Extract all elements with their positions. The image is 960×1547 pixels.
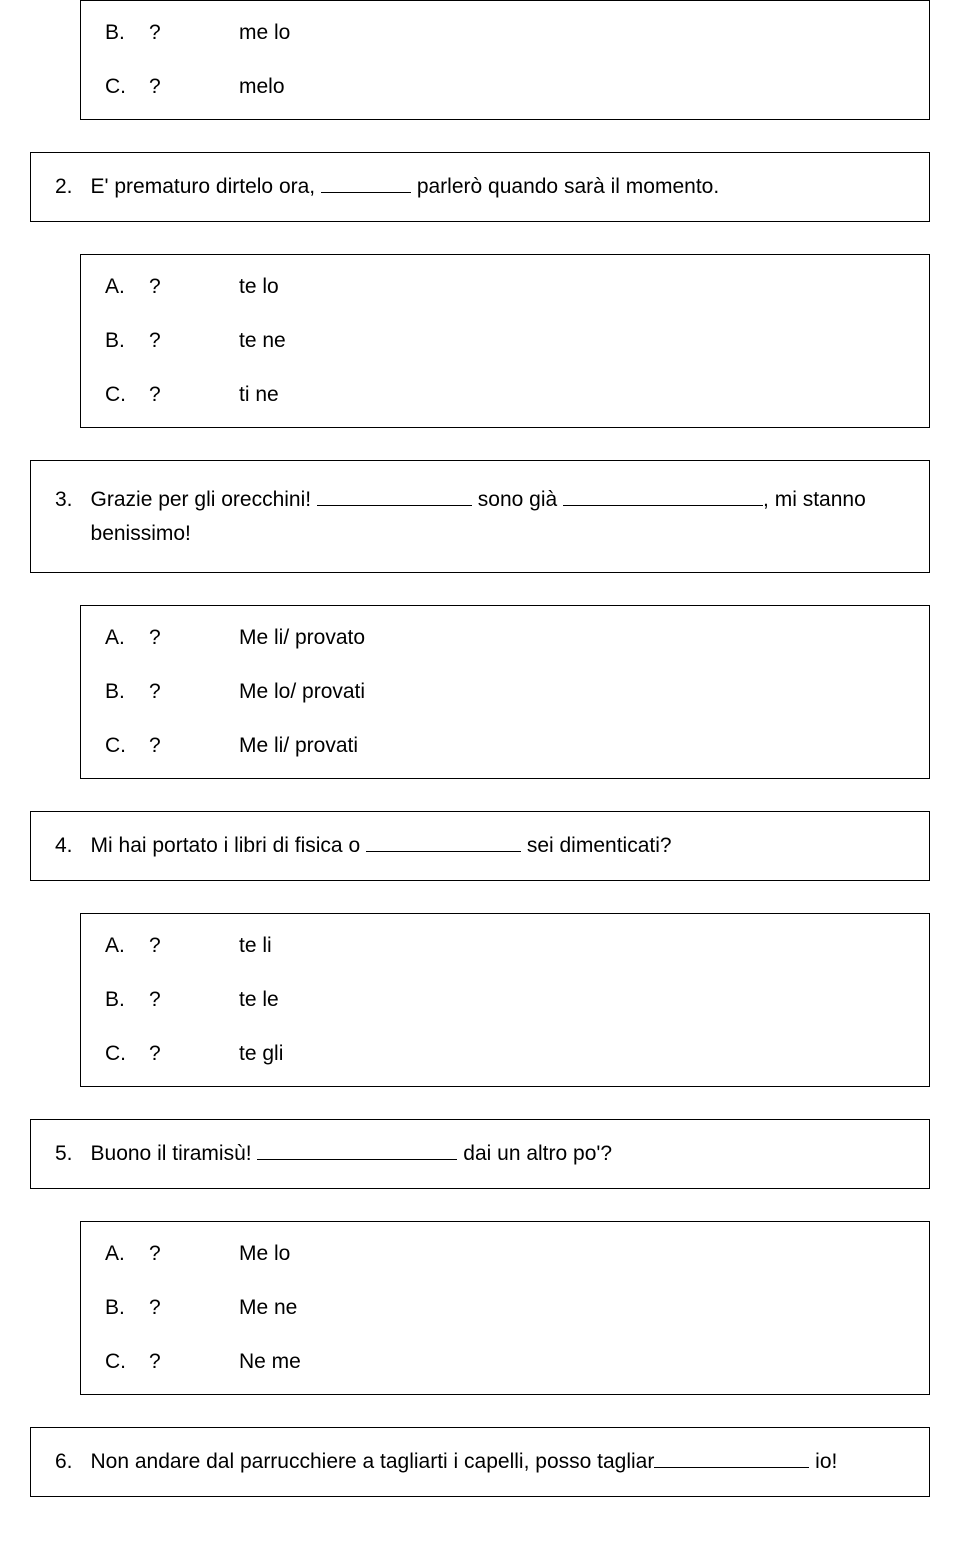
option-letter: A. bbox=[105, 934, 149, 958]
question-number: 6. bbox=[55, 1450, 73, 1474]
option-text: te le bbox=[239, 988, 279, 1012]
question-mid: sono già bbox=[478, 488, 557, 511]
question-pre: E' prematuro dirtelo ora, bbox=[91, 175, 316, 198]
blank-line bbox=[321, 192, 411, 193]
options-box-2: A. ? te lo B. ? te ne C. ? ti ne bbox=[80, 254, 930, 428]
option-mark: ? bbox=[149, 934, 239, 958]
option-text: Me lo bbox=[239, 1242, 290, 1266]
options-box-3: A. ? Me li/ provato B. ? Me lo/ provati … bbox=[80, 605, 930, 779]
option-letter: C. bbox=[105, 1350, 149, 1374]
option-text: Me li/ provato bbox=[239, 626, 365, 650]
question-number: 4. bbox=[55, 834, 73, 858]
question-box-2: 2. E' prematuro dirtelo ora, parlerò qua… bbox=[30, 152, 930, 222]
question-post2: benissimo! bbox=[91, 522, 191, 545]
option-mark: ? bbox=[149, 626, 239, 650]
question-number: 5. bbox=[55, 1142, 73, 1166]
option-text: me lo bbox=[239, 21, 290, 45]
question-text: Non andare dal parrucchiere a tagliarti … bbox=[91, 1450, 838, 1474]
question-pre: Non andare dal parrucchiere a tagliarti … bbox=[91, 1450, 655, 1473]
question-box-5: 5. Buono il tiramisù! dai un altro po'? bbox=[30, 1119, 930, 1189]
option-letter: C. bbox=[105, 734, 149, 758]
options-box-4: A. ? te li B. ? te le C. ? te gli bbox=[80, 913, 930, 1087]
option-row: C. ? ti ne bbox=[105, 383, 905, 407]
blank-line bbox=[366, 851, 521, 852]
question-post: sei dimenticati? bbox=[527, 834, 672, 857]
question-pre: Grazie per gli orecchini! bbox=[91, 488, 312, 511]
option-mark: ? bbox=[149, 1242, 239, 1266]
option-row: B. ? me lo bbox=[105, 21, 905, 45]
option-letter: C. bbox=[105, 383, 149, 407]
option-row: A. ? Me li/ provato bbox=[105, 626, 905, 650]
question-post: io! bbox=[815, 1450, 837, 1473]
option-text: Me lo/ provati bbox=[239, 680, 365, 704]
option-row: A. ? Me lo bbox=[105, 1242, 905, 1266]
blank-line bbox=[257, 1159, 457, 1160]
option-text: te ne bbox=[239, 329, 286, 353]
question-text: Buono il tiramisù! dai un altro po'? bbox=[91, 1142, 613, 1166]
option-mark: ? bbox=[149, 275, 239, 299]
blank-line bbox=[317, 505, 472, 506]
option-row: C. ? melo bbox=[105, 75, 905, 99]
option-row: B. ? te le bbox=[105, 988, 905, 1012]
option-mark: ? bbox=[149, 329, 239, 353]
option-mark: ? bbox=[149, 680, 239, 704]
option-letter: A. bbox=[105, 1242, 149, 1266]
question-pre: Mi hai portato i libri di fisica o bbox=[91, 834, 361, 857]
question-box-3: 3. Grazie per gli orecchini! sono già , … bbox=[30, 460, 930, 573]
option-row: C. ? Ne me bbox=[105, 1350, 905, 1374]
option-mark: ? bbox=[149, 75, 239, 99]
option-mark: ? bbox=[149, 734, 239, 758]
option-mark: ? bbox=[149, 383, 239, 407]
option-letter: A. bbox=[105, 275, 149, 299]
option-row: C. ? te gli bbox=[105, 1042, 905, 1066]
question-post: parlerò quando sarà il momento. bbox=[417, 175, 719, 198]
option-letter: B. bbox=[105, 988, 149, 1012]
option-mark: ? bbox=[149, 1042, 239, 1066]
option-text: te li bbox=[239, 934, 272, 958]
option-letter: B. bbox=[105, 680, 149, 704]
option-text: ti ne bbox=[239, 383, 279, 407]
question-number: 2. bbox=[55, 175, 73, 199]
option-row: B. ? Me lo/ provati bbox=[105, 680, 905, 704]
option-text: Me ne bbox=[239, 1296, 297, 1320]
option-text: Me li/ provati bbox=[239, 734, 358, 758]
option-row: A. ? te lo bbox=[105, 275, 905, 299]
option-text: te gli bbox=[239, 1042, 283, 1066]
option-text: te lo bbox=[239, 275, 279, 299]
question-text: Mi hai portato i libri di fisica o sei d… bbox=[91, 834, 672, 858]
options-box-5: A. ? Me lo B. ? Me ne C. ? Ne me bbox=[80, 1221, 930, 1395]
option-row: B. ? te ne bbox=[105, 329, 905, 353]
question-text: E' prematuro dirtelo ora, parlerò quando… bbox=[91, 175, 720, 199]
option-letter: B. bbox=[105, 329, 149, 353]
question-box-4: 4. Mi hai portato i libri di fisica o se… bbox=[30, 811, 930, 881]
question-box-6: 6. Non andare dal parrucchiere a tagliar… bbox=[30, 1427, 930, 1497]
option-letter: B. bbox=[105, 21, 149, 45]
option-row: B. ? Me ne bbox=[105, 1296, 905, 1320]
question-pre: Buono il tiramisù! bbox=[91, 1142, 252, 1165]
blank-line bbox=[654, 1467, 809, 1468]
question-post: dai un altro po'? bbox=[463, 1142, 612, 1165]
options-box-1: B. ? me lo C. ? melo bbox=[80, 0, 930, 120]
question-post: , mi stanno bbox=[763, 488, 866, 511]
option-text: melo bbox=[239, 75, 285, 99]
option-mark: ? bbox=[149, 1350, 239, 1374]
option-mark: ? bbox=[149, 1296, 239, 1320]
question-number: 3. bbox=[55, 488, 73, 512]
option-text: Ne me bbox=[239, 1350, 301, 1374]
option-mark: ? bbox=[149, 21, 239, 45]
option-letter: A. bbox=[105, 626, 149, 650]
question-text: Grazie per gli orecchini! sono già , mi … bbox=[91, 483, 866, 550]
option-row: C. ? Me li/ provati bbox=[105, 734, 905, 758]
option-row: A. ? te li bbox=[105, 934, 905, 958]
option-letter: C. bbox=[105, 1042, 149, 1066]
option-letter: B. bbox=[105, 1296, 149, 1320]
blank-line bbox=[563, 505, 763, 506]
option-mark: ? bbox=[149, 988, 239, 1012]
option-letter: C. bbox=[105, 75, 149, 99]
